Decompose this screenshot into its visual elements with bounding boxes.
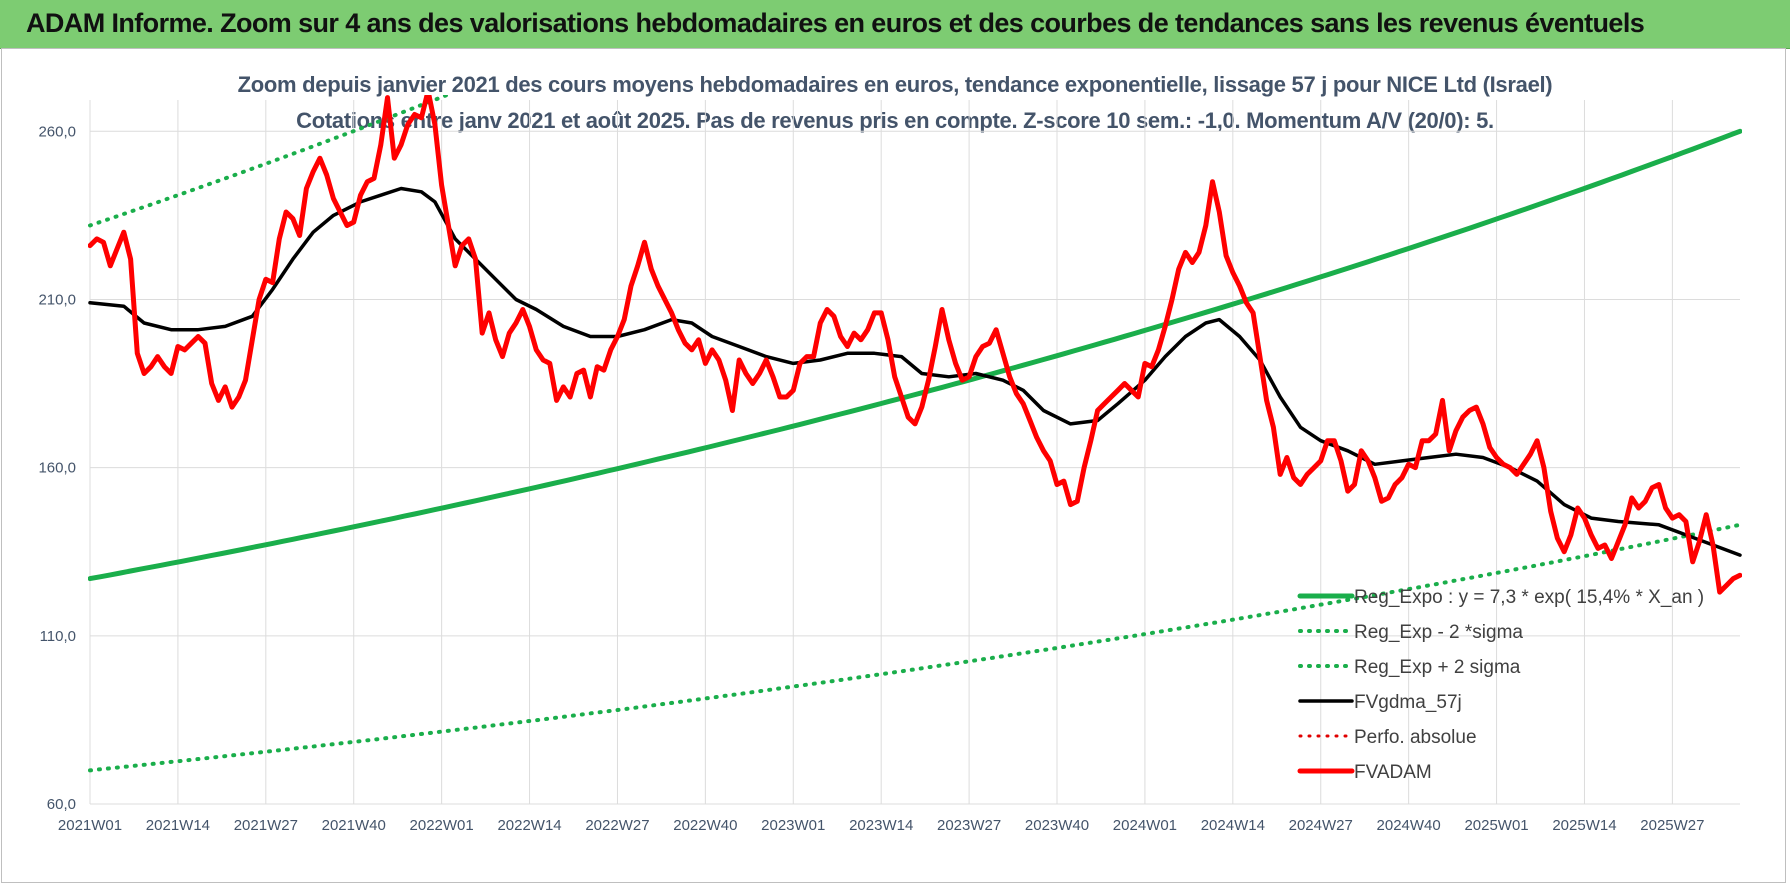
legend-label: Reg_Exp + 2 sigma [1354,657,1521,678]
x-tick-label: 2021W40 [322,817,386,834]
series-line-5 [88,95,1742,595]
x-tick-label: 2024W40 [1377,817,1441,834]
series-line-3 [88,186,1742,557]
x-tick-label: 2025W01 [1464,817,1528,834]
x-tick-label: 2025W27 [1640,817,1704,834]
title-backdrop [270,140,1520,144]
y-tick-label: 110,0 [40,628,76,645]
series-layer [88,95,1742,773]
legend-label: Reg_Expo : y = 7,3 * exp( 15,4% * X_an ) [1354,587,1704,608]
series-line-2 [88,95,453,228]
legend-label: FVgdma_57j [1354,692,1462,713]
page-title: ADAM Informe. Zoom sur 4 ans des valoris… [26,8,1645,38]
x-tick-label: 2021W14 [146,817,210,834]
x-axis-ticks: 2021W01 2021W14 2021W27 2021W40 2022W01 2022W… [58,817,1705,834]
legend-label: Reg_Exp - 2 *sigma [1354,622,1523,643]
y-tick-label: 60,0 [47,796,76,813]
chart-title: Zoom depuis janvier 2021 des cours moyen… [237,72,1553,97]
x-tick-label: 2024W14 [1201,817,1265,834]
chart-subtitle: Cotations entre janv 2021 et août 2025. … [296,108,1494,133]
x-tick-label: 2022W40 [673,817,737,834]
legend-label: FVADAM [1354,762,1432,783]
x-tick-label: 2022W27 [585,817,649,834]
x-tick-label: 2023W27 [937,817,1001,834]
header-banner: ADAM Informe. Zoom sur 4 ans des valoris… [0,0,1790,49]
x-tick-label: 2024W01 [1113,817,1177,834]
x-tick-label: 2024W27 [1289,817,1353,834]
x-tick-label: 2023W01 [761,817,825,834]
series-line-1 [88,522,1742,773]
legend: Reg_Expo : y = 7,3 * exp( 15,4% * X_an )… [1297,587,1704,783]
chart-frame [1,48,1786,883]
y-tick-label: 160,0 [38,460,76,477]
legend-label: Perfo. absolue [1354,727,1477,748]
y-axis-ticks: 60,0 110,0 160,0 210,0 260,0 [38,123,76,813]
x-tick-label: 2025W14 [1552,817,1616,834]
grid [89,100,1740,805]
x-tick-label: 2022W01 [410,817,474,834]
x-tick-label: 2021W01 [58,817,122,834]
y-tick-label: 260,0 [38,123,76,140]
x-tick-label: 2023W14 [849,817,913,834]
series-line-0 [88,128,1742,582]
x-tick-label: 2023W40 [1025,817,1089,834]
x-tick-label: 2021W27 [234,817,298,834]
x-tick-label: 2022W14 [497,817,561,834]
y-tick-label: 210,0 [38,291,76,308]
